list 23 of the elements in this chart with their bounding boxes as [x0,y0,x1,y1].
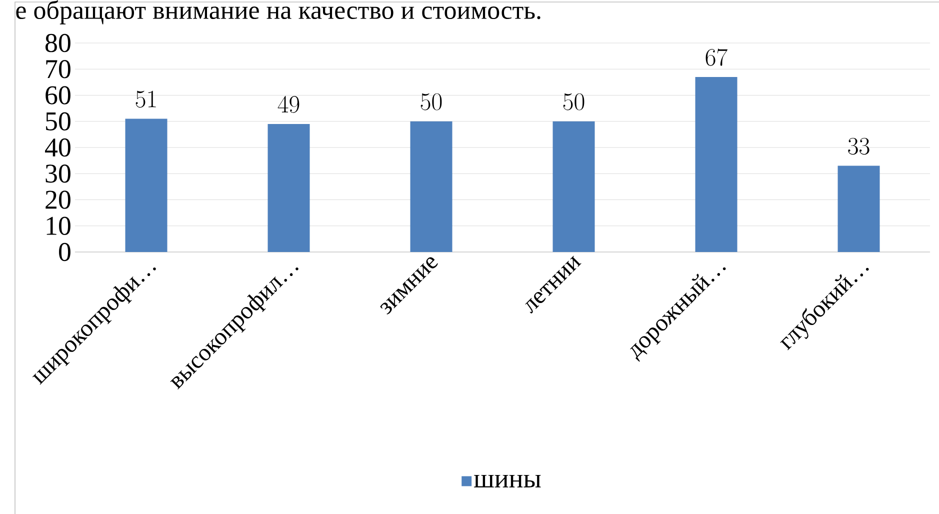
bar [410,121,452,252]
legend-label: шины [474,474,541,488]
data-label: 50 [563,93,584,110]
bar [552,121,595,252]
bar [125,118,168,252]
bar [838,166,880,252]
data-label: 49 [278,96,300,113]
bar [268,124,310,252]
y-tick-label: 60 [46,86,70,104]
y-tick-label: 40 [45,138,70,157]
data-label: 51 [136,90,156,108]
data-label: 50 [420,93,442,110]
y-tick-label: 10 [46,216,70,235]
data-label: 67 [706,48,728,66]
y-tick-label: 20 [46,190,70,209]
text: е обращают внимание на качество и стоимость. [16,0,540,24]
y-tick-label: 0 [59,242,70,262]
data-label: 33 [848,138,870,155]
bar [695,76,738,252]
y-tick-label: 30 [46,164,70,183]
y-tick-label: 80 [46,34,70,52]
y-tick-label: 50 [46,112,70,130]
y-tick-label: 70 [46,60,70,78]
